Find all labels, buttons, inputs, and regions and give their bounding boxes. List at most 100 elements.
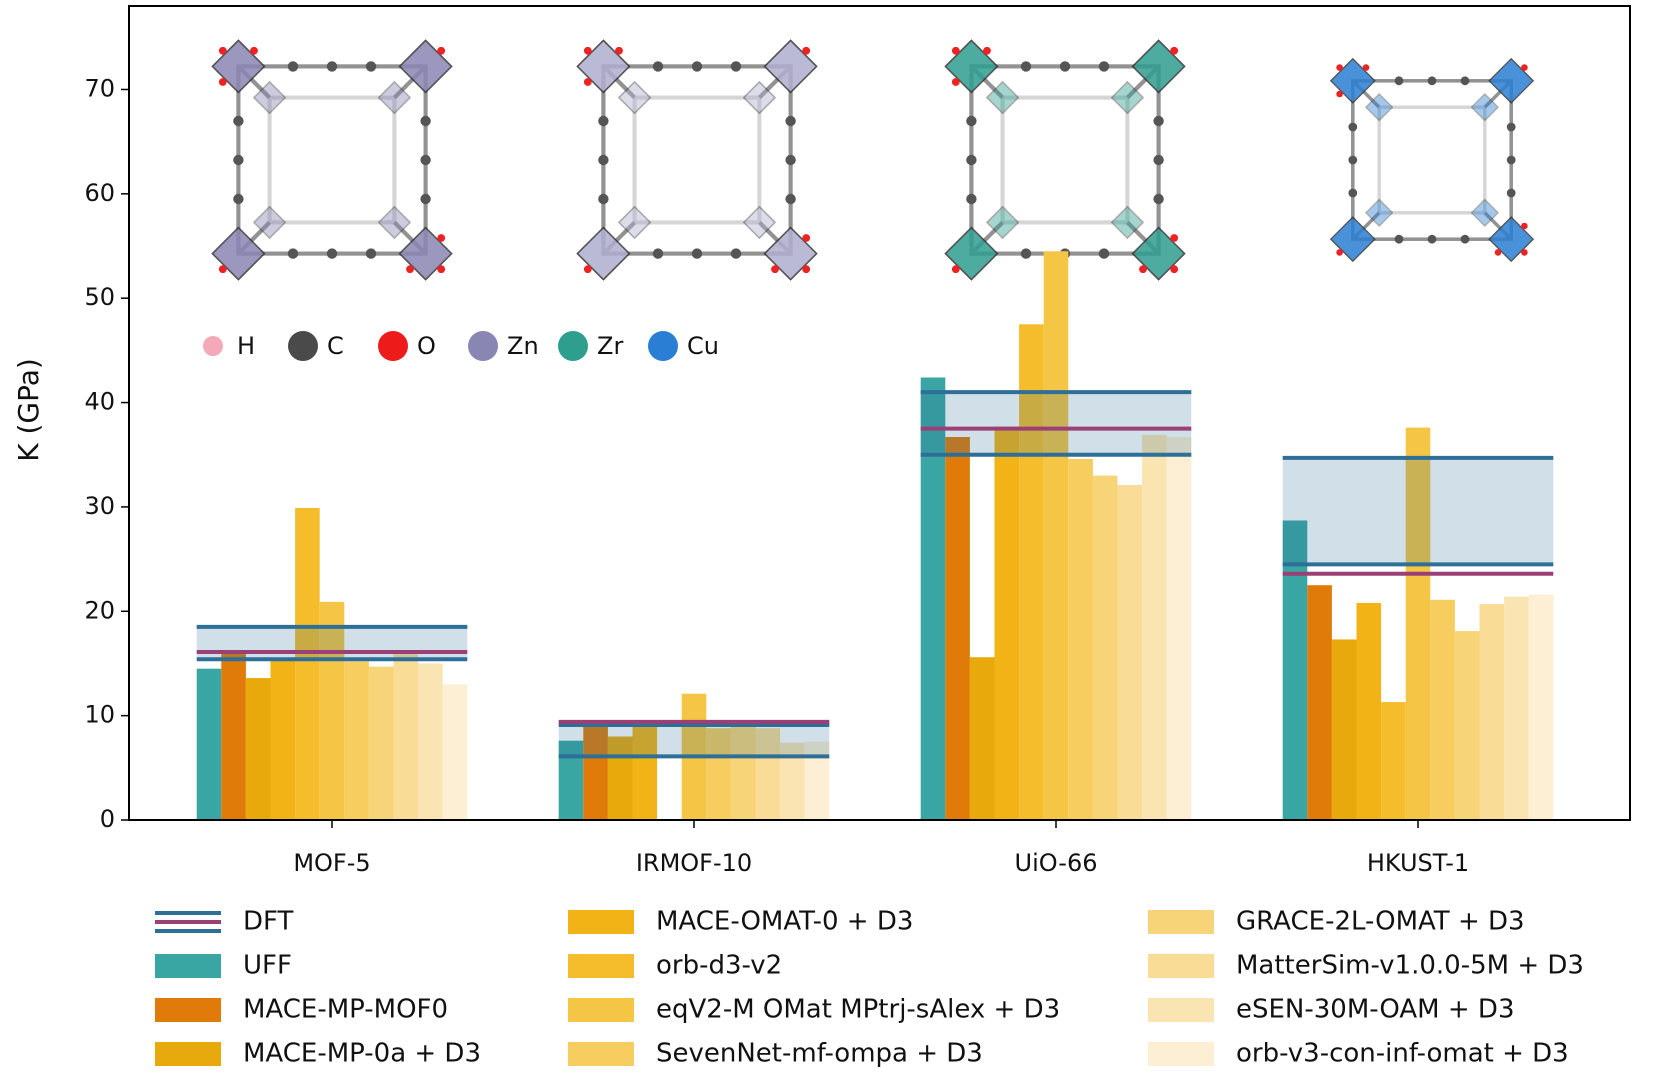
bar bbox=[442, 684, 468, 820]
y-tick-label: 60 bbox=[84, 179, 115, 207]
legend-label: UFF bbox=[243, 951, 292, 981]
y-tick-label: 10 bbox=[84, 701, 115, 729]
element-label: H bbox=[237, 332, 255, 360]
structure-image bbox=[577, 40, 816, 279]
element-marker bbox=[288, 331, 318, 361]
bar bbox=[368, 666, 394, 820]
bar bbox=[1092, 475, 1118, 820]
bar bbox=[245, 678, 271, 820]
y-tick-label: 20 bbox=[84, 596, 115, 624]
legend-swatch bbox=[568, 910, 634, 934]
element-label: C bbox=[327, 332, 344, 360]
legend-swatch bbox=[1148, 1042, 1214, 1066]
legend-swatch bbox=[155, 1042, 221, 1066]
bar bbox=[558, 740, 584, 820]
bar bbox=[755, 728, 781, 820]
bar bbox=[1381, 702, 1406, 820]
element-marker bbox=[648, 331, 678, 361]
legend-label: MACE-OMAT-0 + D3 bbox=[656, 907, 913, 937]
bar bbox=[706, 728, 731, 820]
legend: DFT UFF MACE-MP-MOF0 MACE-MP-0a + D3 MACE-OM… bbox=[155, 907, 1584, 1069]
bar bbox=[1166, 437, 1192, 820]
element-label: Zn bbox=[507, 332, 539, 360]
legend-label: MACE-MP-MOF0 bbox=[243, 995, 448, 1025]
y-axis-label: K (GPa) bbox=[12, 358, 45, 462]
dft-band bbox=[920, 392, 1192, 455]
bar bbox=[221, 650, 246, 820]
legend-swatch bbox=[568, 954, 634, 978]
bar bbox=[969, 657, 995, 820]
bar bbox=[393, 654, 419, 820]
bar bbox=[730, 727, 756, 820]
legend-label: MatterSim-v1.0.0-5M + D3 bbox=[1236, 951, 1584, 981]
element-label: Cu bbox=[687, 332, 719, 360]
bar bbox=[1068, 458, 1093, 820]
legend-swatch bbox=[1148, 954, 1214, 978]
bar bbox=[418, 663, 443, 820]
legend-label: orb-v3-con-inf-omat + D3 bbox=[1236, 1039, 1569, 1069]
y-tick-label: 40 bbox=[84, 388, 115, 416]
legend-swatch bbox=[155, 998, 221, 1022]
dft-band bbox=[1282, 457, 1554, 565]
bar bbox=[295, 507, 320, 820]
bar bbox=[1479, 603, 1505, 820]
bar bbox=[1356, 602, 1382, 820]
bar bbox=[344, 661, 369, 820]
legend-label: SevenNet-mf-ompa + D3 bbox=[656, 1039, 983, 1069]
legend-swatch bbox=[1148, 998, 1214, 1022]
bar bbox=[319, 601, 345, 820]
legend-swatch bbox=[568, 1042, 634, 1066]
element-marker bbox=[558, 331, 588, 361]
bar bbox=[1504, 596, 1529, 820]
bar bbox=[1043, 251, 1069, 820]
y-tick-label: 0 bbox=[100, 805, 115, 833]
bar bbox=[994, 426, 1020, 820]
bar bbox=[945, 437, 970, 820]
bar bbox=[1528, 594, 1554, 820]
element-label: O bbox=[417, 332, 436, 360]
x-tick-label: IRMOF-10 bbox=[636, 849, 752, 877]
bar bbox=[270, 660, 296, 820]
plot-frame bbox=[128, 5, 1631, 821]
bar bbox=[920, 377, 946, 820]
legend-swatch bbox=[155, 954, 221, 978]
x-tick-label: UiO-66 bbox=[1015, 849, 1098, 877]
dft-band bbox=[196, 626, 468, 660]
legend-label: MACE-MP-0a + D3 bbox=[243, 1039, 481, 1069]
bar bbox=[1331, 639, 1357, 820]
legend-label: eqV2-M OMat MPtrj-sAlex + D3 bbox=[656, 995, 1060, 1025]
bar bbox=[607, 736, 633, 820]
legend-label: GRACE-2L-OMAT + D3 bbox=[1236, 907, 1525, 937]
bar bbox=[1307, 585, 1332, 820]
bar bbox=[1117, 485, 1143, 820]
element-label: Zr bbox=[597, 332, 623, 360]
bar bbox=[1430, 599, 1455, 820]
structure-image bbox=[212, 40, 451, 279]
bar bbox=[196, 668, 222, 820]
element-marker bbox=[378, 331, 408, 361]
dft-band bbox=[558, 725, 830, 757]
bar bbox=[1405, 427, 1431, 820]
legend-label: eSEN-30M-OAM + D3 bbox=[1236, 995, 1514, 1025]
legend-swatch bbox=[1148, 910, 1214, 934]
x-tick-label: MOF-5 bbox=[293, 849, 370, 877]
structure-image bbox=[945, 40, 1184, 279]
x-tick-label: HKUST-1 bbox=[1367, 849, 1469, 877]
y-tick-label: 50 bbox=[84, 283, 115, 311]
bar bbox=[583, 726, 608, 820]
bar bbox=[1454, 631, 1480, 820]
bar bbox=[632, 726, 658, 820]
legend-label: DFT bbox=[243, 907, 294, 937]
y-tick-label: 30 bbox=[84, 492, 115, 520]
structures bbox=[212, 40, 1533, 279]
element-marker bbox=[203, 336, 223, 356]
structure-image bbox=[1331, 59, 1533, 261]
y-tick-label: 70 bbox=[84, 74, 115, 102]
element-marker bbox=[468, 331, 498, 361]
legend-label: orb-d3-v2 bbox=[656, 951, 782, 981]
bar bbox=[1282, 520, 1308, 820]
bar bbox=[1019, 324, 1044, 820]
bar bbox=[1142, 434, 1167, 820]
legend-swatch bbox=[568, 998, 634, 1022]
